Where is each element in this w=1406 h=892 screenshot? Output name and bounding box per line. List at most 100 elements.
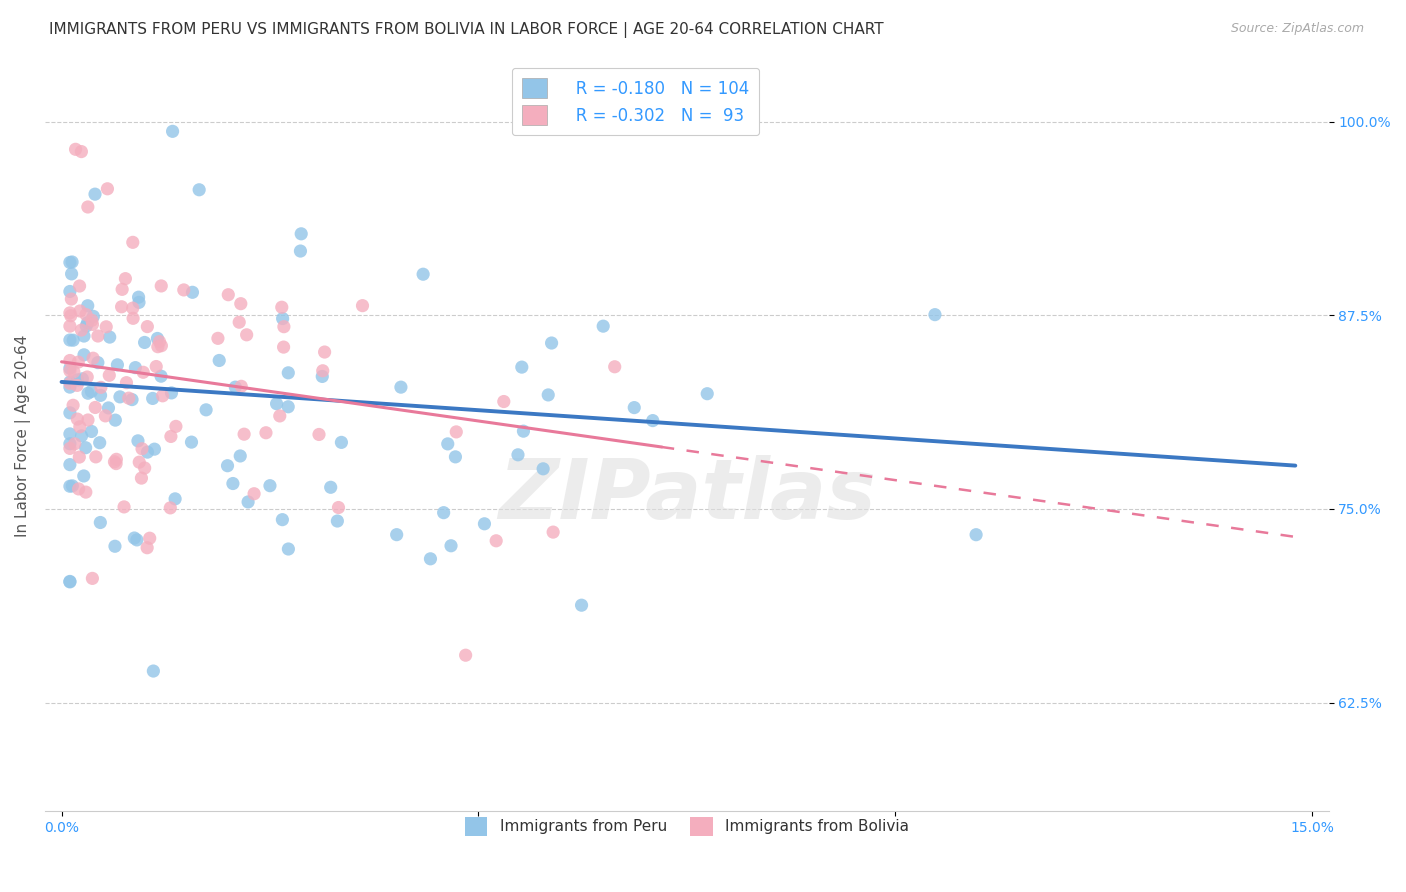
Point bbox=[446, 425, 468, 439]
Point bbox=[96, 319, 118, 334]
Point bbox=[207, 331, 229, 345]
Point bbox=[98, 368, 121, 383]
Point bbox=[128, 290, 150, 304]
Point bbox=[389, 380, 412, 394]
Point bbox=[277, 366, 299, 380]
Point bbox=[59, 442, 82, 456]
Point bbox=[67, 355, 90, 369]
Point bbox=[531, 462, 554, 476]
Point bbox=[59, 285, 82, 299]
Point bbox=[62, 333, 84, 347]
Point bbox=[603, 359, 626, 374]
Point bbox=[69, 420, 91, 434]
Point bbox=[60, 255, 83, 269]
Point bbox=[66, 373, 89, 387]
Point bbox=[537, 388, 560, 402]
Point bbox=[122, 311, 145, 326]
Point bbox=[134, 461, 156, 475]
Point bbox=[82, 571, 104, 585]
Point bbox=[104, 539, 127, 553]
Point bbox=[67, 482, 90, 496]
Point bbox=[222, 476, 245, 491]
Point bbox=[924, 308, 946, 322]
Point bbox=[269, 409, 291, 423]
Point bbox=[59, 306, 82, 320]
Point bbox=[326, 514, 349, 528]
Point bbox=[273, 340, 295, 354]
Point bbox=[59, 376, 82, 391]
Point bbox=[132, 365, 155, 379]
Point bbox=[82, 318, 104, 332]
Point bbox=[73, 469, 96, 483]
Point bbox=[146, 331, 169, 345]
Point bbox=[114, 271, 136, 285]
Point bbox=[152, 389, 174, 403]
Point bbox=[188, 183, 211, 197]
Point bbox=[87, 329, 110, 343]
Point bbox=[80, 313, 103, 327]
Y-axis label: In Labor Force | Age 20-64: In Labor Force | Age 20-64 bbox=[15, 334, 31, 537]
Point bbox=[134, 335, 156, 350]
Point bbox=[173, 283, 195, 297]
Point bbox=[243, 487, 266, 501]
Point bbox=[623, 401, 645, 415]
Point bbox=[59, 426, 82, 441]
Point bbox=[125, 533, 148, 547]
Point bbox=[59, 361, 82, 376]
Point bbox=[136, 445, 159, 459]
Point bbox=[84, 187, 107, 202]
Point bbox=[76, 200, 98, 214]
Point bbox=[66, 412, 89, 426]
Point bbox=[89, 516, 111, 530]
Point bbox=[127, 434, 149, 448]
Point bbox=[90, 380, 112, 394]
Point bbox=[474, 516, 496, 531]
Point bbox=[385, 527, 408, 541]
Point bbox=[98, 330, 121, 344]
Point bbox=[277, 541, 299, 556]
Point bbox=[224, 380, 246, 394]
Point bbox=[121, 235, 143, 250]
Point bbox=[128, 295, 150, 310]
Point bbox=[77, 413, 100, 427]
Point bbox=[60, 267, 83, 281]
Point bbox=[97, 401, 120, 415]
Point bbox=[63, 365, 86, 379]
Point bbox=[59, 255, 82, 269]
Point bbox=[314, 345, 336, 359]
Point bbox=[82, 351, 104, 366]
Point bbox=[330, 435, 353, 450]
Point bbox=[118, 391, 141, 405]
Point bbox=[90, 388, 112, 402]
Point bbox=[146, 340, 169, 354]
Point bbox=[641, 414, 664, 428]
Point bbox=[84, 450, 107, 464]
Text: IMMIGRANTS FROM PERU VS IMMIGRANTS FROM BOLIVIA IN LABOR FORCE | AGE 20-64 CORRE: IMMIGRANTS FROM PERU VS IMMIGRANTS FROM … bbox=[49, 22, 884, 38]
Point bbox=[80, 384, 103, 399]
Point bbox=[312, 364, 335, 378]
Point bbox=[59, 319, 82, 334]
Point bbox=[228, 315, 250, 329]
Point bbox=[510, 360, 533, 375]
Point bbox=[148, 334, 170, 349]
Point bbox=[271, 311, 294, 326]
Point bbox=[75, 308, 97, 322]
Text: Source: ZipAtlas.com: Source: ZipAtlas.com bbox=[1230, 22, 1364, 36]
Point bbox=[142, 392, 165, 406]
Point bbox=[70, 429, 93, 443]
Legend: Immigrants from Peru, Immigrants from Bolivia: Immigrants from Peru, Immigrants from Bo… bbox=[456, 808, 918, 845]
Point bbox=[592, 319, 614, 334]
Point bbox=[66, 378, 89, 392]
Point bbox=[208, 353, 231, 368]
Point bbox=[541, 525, 564, 540]
Point bbox=[195, 402, 218, 417]
Point bbox=[60, 479, 83, 493]
Point bbox=[419, 551, 441, 566]
Point bbox=[433, 506, 456, 520]
Point bbox=[150, 369, 173, 384]
Point bbox=[105, 452, 128, 467]
Point bbox=[328, 500, 350, 515]
Point bbox=[65, 142, 87, 156]
Point bbox=[131, 471, 153, 485]
Point bbox=[444, 450, 467, 464]
